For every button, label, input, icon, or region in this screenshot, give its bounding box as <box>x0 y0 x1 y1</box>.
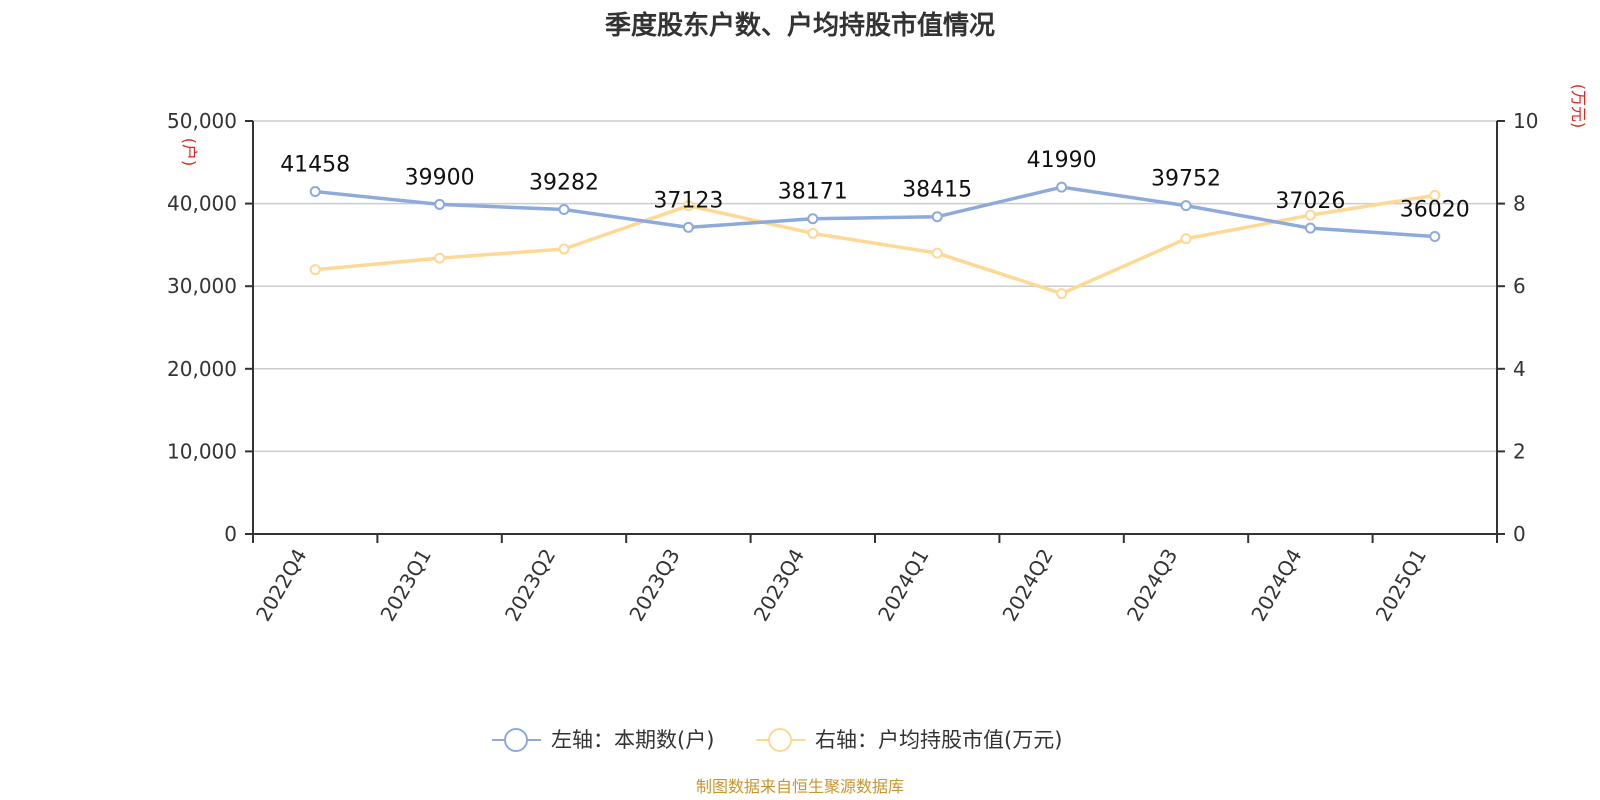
right-tick-label: 2 <box>1513 439 1526 463</box>
x-tick-label: 2022Q4 <box>251 545 311 626</box>
right-tick-label: 6 <box>1513 274 1526 298</box>
x-tick-label: 2023Q2 <box>500 545 560 626</box>
x-tick-label: 2024Q3 <box>1122 545 1182 626</box>
x-tick-label: 2024Q2 <box>997 545 1057 626</box>
data-label: 39900 <box>405 165 475 190</box>
data-label: 37026 <box>1275 189 1345 214</box>
data-labels: 41458 39900 39282 37123 38171 38415 41990 39752… <box>280 148 1470 222</box>
data-point-1[interactable] <box>931 247 943 259</box>
legend-item-households[interactable]: 左轴：本期数(户) <box>492 728 714 752</box>
data-point-1[interactable] <box>1180 233 1192 245</box>
data-label: 38171 <box>778 180 848 205</box>
source-note: 制图数据来自恒生聚源数据库 <box>696 777 904 796</box>
data-point-0[interactable] <box>931 211 943 223</box>
right-tick-label: 0 <box>1513 522 1526 546</box>
right-tick-label: 8 <box>1513 192 1526 216</box>
x-tick-label: 2024Q4 <box>1246 545 1306 626</box>
left-tick-label: 30,000 <box>167 274 237 298</box>
data-point-0[interactable] <box>682 221 694 233</box>
left-tick-label: 0 <box>224 522 237 546</box>
legend[interactable]: 左轴：本期数(户) 右轴：户均持股市值(万元) <box>492 728 1062 752</box>
series-line-1 <box>315 193 1436 296</box>
right-tick-label: 4 <box>1513 357 1526 381</box>
right-tick-label: 10 <box>1513 109 1538 133</box>
chart-title: 季度股东户数、户均持股市值情况 <box>605 10 995 41</box>
series-line-0 <box>315 185 1435 239</box>
data-point-1[interactable] <box>1304 209 1316 221</box>
legend-marker-households <box>504 728 528 752</box>
data-point-0[interactable] <box>1429 230 1441 242</box>
left-axis-unit: (户) <box>180 138 199 167</box>
left-tick-label: 20,000 <box>167 357 237 381</box>
left-tick-label: 40,000 <box>167 192 237 216</box>
data-point-0[interactable] <box>309 186 321 198</box>
data-point-1[interactable] <box>558 243 570 255</box>
data-point-1[interactable] <box>309 264 321 276</box>
data-point-0[interactable] <box>558 204 570 216</box>
x-tick-label: 2023Q3 <box>624 545 684 626</box>
series-layer <box>309 181 1441 300</box>
x-tick-label: 2023Q4 <box>749 545 809 626</box>
data-label: 36020 <box>1400 197 1470 222</box>
x-tick-label: 2023Q1 <box>375 545 435 626</box>
series-1 <box>309 189 1441 300</box>
series-0 <box>309 181 1441 242</box>
data-point-1[interactable] <box>1056 288 1068 300</box>
right-axis-unit: (万元) <box>1569 84 1588 129</box>
data-point-1[interactable] <box>1429 189 1441 201</box>
x-tick-label: 2025Q1 <box>1371 545 1431 626</box>
data-label: 41458 <box>280 153 350 178</box>
data-label: 39752 <box>1151 167 1221 192</box>
x-tick-label: 2024Q1 <box>873 545 933 626</box>
left-axis-ticks: 0 10,000 20,000 30,000 40,000 50,000 <box>167 109 253 546</box>
data-label: 39282 <box>529 171 599 196</box>
data-point-0[interactable] <box>1304 222 1316 234</box>
x-axis-ticks: 2022Q4 2023Q1 2023Q2 2023Q3 2023Q4 2024Q1 2024… <box>251 534 1498 626</box>
data-point-1[interactable] <box>682 200 694 212</box>
data-point-1[interactable] <box>807 227 819 239</box>
data-point-0[interactable] <box>434 198 446 210</box>
legend-label-households: 左轴：本期数(户) <box>551 728 714 752</box>
data-point-1[interactable] <box>434 252 446 264</box>
right-axis-ticks: 0 2 4 6 8 10 <box>1497 109 1538 546</box>
legend-item-avg-value[interactable]: 右轴：户均持股市值(万元) <box>756 728 1062 752</box>
left-tick-label: 10,000 <box>167 439 237 463</box>
data-label: 41990 <box>1027 148 1097 173</box>
data-point-0[interactable] <box>1056 181 1068 193</box>
data-label: 37123 <box>653 188 723 213</box>
legend-label-avg-value: 右轴：户均持股市值(万元) <box>815 728 1062 752</box>
left-tick-label: 50,000 <box>167 109 237 133</box>
data-label: 38415 <box>902 178 972 203</box>
data-point-0[interactable] <box>807 213 819 225</box>
legend-marker-avg-value <box>768 728 792 752</box>
data-point-0[interactable] <box>1180 200 1192 212</box>
